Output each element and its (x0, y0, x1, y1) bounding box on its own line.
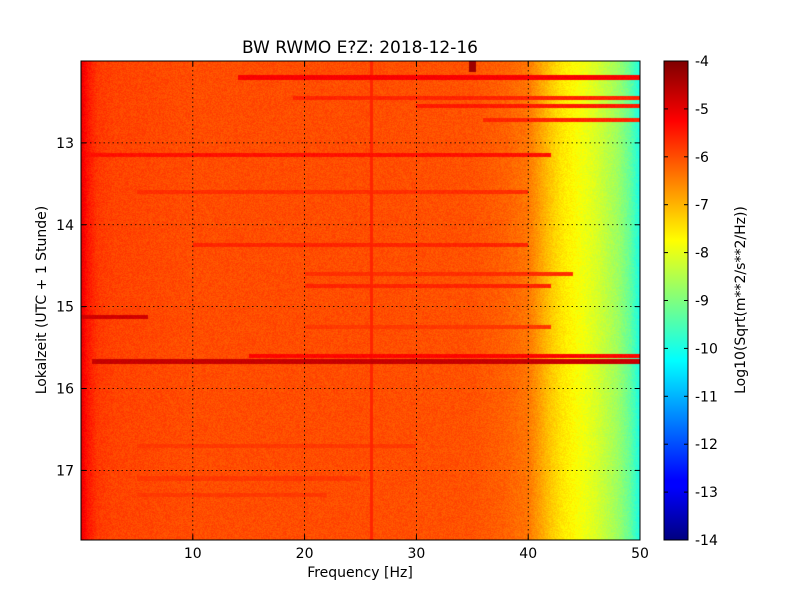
colorbar-ticks: -4 -5 -6 -7 -8 -9 -10 -11 -12 -13 -14 (664, 54, 718, 549)
colorbar-tick-label: -13 (695, 485, 718, 501)
x-tick-label: 40 (519, 546, 537, 562)
y-tick-label: 16 (56, 382, 74, 398)
colorbar-tick-label: -4 (695, 54, 709, 70)
y-tick-label: 13 (56, 136, 74, 152)
x-axis-label: Frequency [Hz] (307, 565, 413, 581)
y-axis-ticks: 13 14 15 16 17 (56, 136, 640, 479)
y-axis-label: Lokalzeit (UTC + 1 Stunde) (34, 206, 50, 395)
plot-frame (80, 60, 641, 541)
colorbar-tick-label: -14 (695, 533, 718, 549)
colorbar-tick-label: -6 (695, 150, 709, 166)
colorbar-label: Log10(Sqrt(m**2/s**2/Hz)) (733, 206, 749, 394)
colorbar-tick-label: -8 (695, 246, 709, 262)
x-tick-label: 50 (631, 546, 649, 562)
colorbar-tick-label: -5 (695, 102, 709, 118)
x-tick-label: 20 (296, 546, 314, 562)
grid-lines (81, 61, 640, 540)
x-tick-label: 30 (407, 546, 425, 562)
x-tick-label: 10 (184, 546, 202, 562)
y-tick-label: 14 (56, 218, 74, 234)
colorbar-tick-label: -9 (695, 294, 709, 310)
colorbar-tick-label: -11 (695, 389, 718, 405)
colorbar-tick-label: -12 (695, 437, 718, 453)
colorbar-tick-label: -7 (695, 198, 709, 214)
x-axis-ticks: 10 20 30 40 50 (184, 61, 649, 562)
spectrogram-heatmap (81, 61, 640, 540)
colorbar-tick-label: -10 (695, 341, 718, 357)
y-tick-label: 17 (56, 463, 74, 479)
chart-title: BW RWMO E?Z: 2018-12-16 (242, 38, 478, 58)
y-tick-label: 15 (56, 300, 74, 316)
